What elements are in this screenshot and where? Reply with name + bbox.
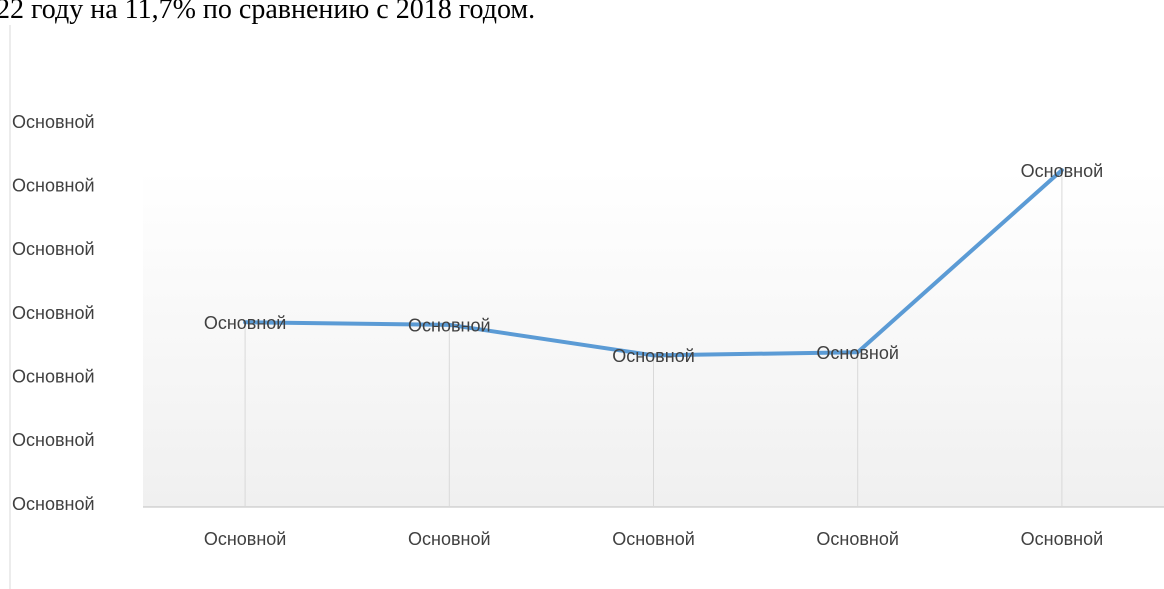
data-label: Основной bbox=[1021, 161, 1104, 181]
x-tick-label: Основной bbox=[204, 529, 287, 549]
data-label: Основной bbox=[408, 316, 491, 336]
x-tick-label: Основной bbox=[612, 529, 695, 549]
data-label: Основной bbox=[204, 313, 287, 333]
data-label: Основной bbox=[816, 343, 899, 363]
data-line bbox=[243, 168, 1064, 358]
y-tick-label: Основной bbox=[12, 175, 95, 195]
y-tick-label: Основной bbox=[12, 366, 95, 386]
data-label: Основной bbox=[612, 346, 695, 366]
intro-text: 22 году на 11,7% по сравнению с 2018 год… bbox=[0, 0, 535, 25]
y-tick-label: Основной bbox=[12, 303, 95, 323]
x-tick-label: Основной bbox=[816, 529, 899, 549]
y-tick-label: Основной bbox=[12, 430, 95, 450]
y-tick-label: Основной bbox=[12, 112, 95, 132]
y-tick-label: Основной bbox=[12, 494, 95, 514]
y-tick-label: Основной bbox=[12, 239, 95, 259]
x-tick-label: Основной bbox=[1021, 529, 1104, 549]
x-tick-label: Основной bbox=[408, 529, 491, 549]
